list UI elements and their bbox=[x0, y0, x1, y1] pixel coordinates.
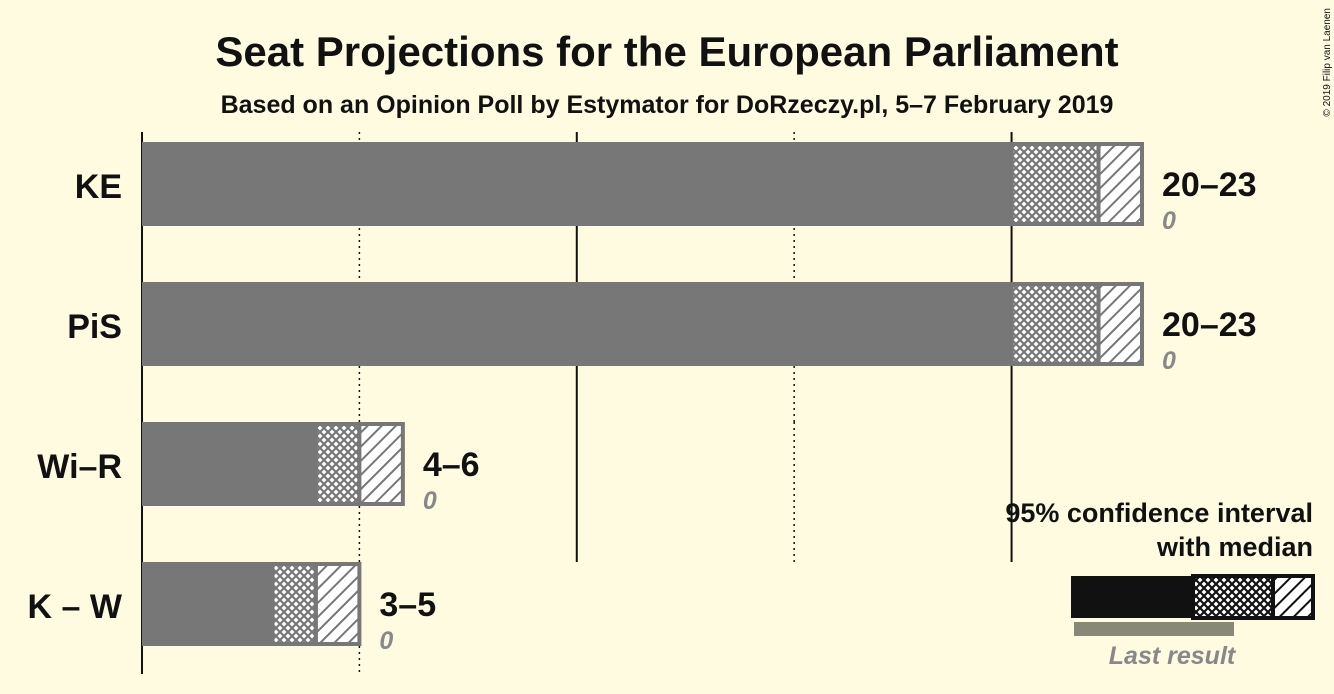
last-result-label-0: 0 bbox=[1162, 207, 1176, 235]
legend: 95% confidence interval with median Last… bbox=[1005, 498, 1315, 670]
legend-title-line2: with median bbox=[1156, 532, 1313, 562]
bar-ci-low-0 bbox=[1009, 142, 1101, 226]
legend-last-result-bar bbox=[1074, 622, 1234, 636]
range-label-0: 20–23 bbox=[1162, 166, 1257, 204]
range-label-3: 3–5 bbox=[379, 586, 436, 624]
chart-title: Seat Projections for the European Parlia… bbox=[215, 28, 1118, 75]
range-label-2: 4–6 bbox=[423, 446, 480, 484]
legend-ci-solid bbox=[1071, 576, 1193, 618]
bar-ci-high-0 bbox=[1096, 142, 1144, 226]
bar-ci-low-3 bbox=[270, 562, 318, 646]
bar-ci-low-1 bbox=[1009, 282, 1101, 366]
bar-solid-2 bbox=[142, 422, 316, 506]
legend-ci-crosshatch bbox=[1191, 574, 1275, 620]
category-label-0: KE bbox=[75, 168, 122, 206]
chart-subtitle: Based on an Opinion Poll by Estymator fo… bbox=[221, 91, 1114, 119]
bar-solid-3 bbox=[142, 562, 273, 646]
legend-ci-diaghatch bbox=[1271, 574, 1315, 620]
bars: KE 20–23 0 PiS 20–23 0 Wi–R 4–6 0 K – W 3–5 0 bbox=[28, 142, 1257, 655]
legend-last-result-label: Last result bbox=[1109, 642, 1237, 670]
range-label-1: 20–23 bbox=[1162, 306, 1257, 344]
last-result-label-3: 0 bbox=[379, 627, 393, 655]
bar-ci-low-2 bbox=[313, 422, 362, 506]
bar-solid-0 bbox=[142, 142, 1012, 226]
bar-ci-high-1 bbox=[1096, 282, 1144, 366]
copyright-text: © 2019 Filip van Laenen bbox=[1322, 8, 1333, 117]
category-label-1: PiS bbox=[67, 308, 122, 346]
category-label-3: K – W bbox=[28, 588, 123, 626]
category-label-2: Wi–R bbox=[37, 448, 122, 486]
legend-title-line1: 95% confidence interval bbox=[1005, 498, 1313, 528]
last-result-label-1: 0 bbox=[1162, 347, 1176, 375]
bar-solid-1 bbox=[142, 282, 1012, 366]
bar-ci-high-2 bbox=[357, 422, 405, 506]
last-result-label-2: 0 bbox=[423, 487, 437, 515]
bar-ci-high-3 bbox=[313, 562, 362, 646]
